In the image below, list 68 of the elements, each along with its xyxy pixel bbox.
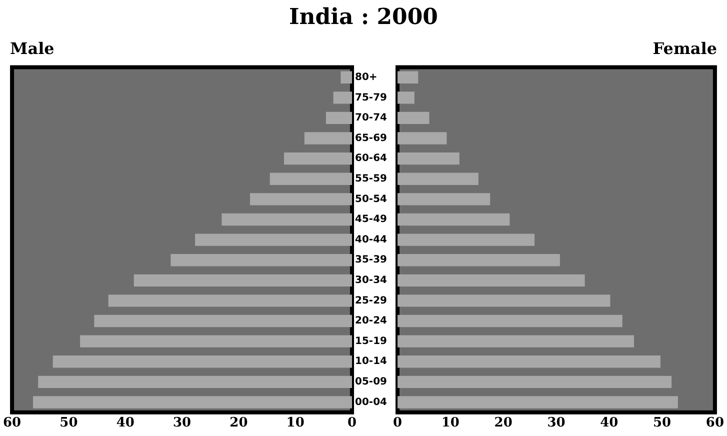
bar bbox=[170, 254, 352, 266]
bar bbox=[398, 294, 610, 307]
bar bbox=[398, 335, 634, 348]
x-tick-label: 10 bbox=[286, 416, 304, 431]
x-tick-label: 0 bbox=[393, 416, 402, 431]
bar bbox=[398, 254, 560, 266]
bar bbox=[398, 112, 430, 124]
bar bbox=[398, 234, 535, 246]
bar bbox=[398, 193, 490, 206]
bar bbox=[195, 234, 352, 246]
bar bbox=[94, 314, 352, 328]
y-tick-label: 10-14 bbox=[355, 356, 388, 368]
y-tick-label: 20-24 bbox=[355, 316, 388, 327]
y-tick-label: 00-04 bbox=[355, 396, 388, 408]
bar bbox=[284, 152, 352, 165]
x-tick-label: 30 bbox=[547, 416, 566, 431]
y-tick-label: 35-39 bbox=[355, 254, 388, 266]
bar bbox=[108, 294, 352, 307]
x-tick-label: 20 bbox=[494, 416, 512, 431]
bar bbox=[270, 172, 352, 185]
x-tick-label: 60 bbox=[706, 416, 724, 431]
bar bbox=[333, 92, 352, 104]
bar bbox=[398, 356, 660, 368]
bar bbox=[398, 314, 622, 328]
bar bbox=[398, 152, 460, 165]
bar bbox=[134, 274, 352, 287]
y-tick-label: 40-44 bbox=[355, 234, 388, 246]
chart-title: India : 2000 bbox=[288, 4, 439, 30]
x-tick-label: 50 bbox=[653, 416, 672, 431]
bar bbox=[398, 274, 585, 287]
bar bbox=[80, 335, 352, 348]
y-tick-label: 55-59 bbox=[355, 173, 388, 184]
y-tick-label: 75-79 bbox=[355, 92, 388, 104]
y-tick-label: 65-69 bbox=[355, 132, 388, 144]
x-tick-label: 30 bbox=[172, 416, 192, 431]
x-tick-label: 40 bbox=[600, 416, 618, 431]
y-tick-label: 70-74 bbox=[355, 112, 388, 124]
y-tick-label: 30-34 bbox=[355, 275, 388, 286]
bar bbox=[250, 193, 352, 206]
bar bbox=[398, 71, 418, 84]
y-tick-label: 05-09 bbox=[355, 376, 388, 388]
x-tick-label: 0 bbox=[347, 416, 357, 431]
bar bbox=[398, 376, 672, 388]
bar bbox=[33, 396, 352, 408]
bar bbox=[52, 356, 352, 368]
y-tick-label: 15-19 bbox=[355, 336, 388, 347]
bar bbox=[222, 213, 352, 226]
x-tick-label: 40 bbox=[116, 416, 134, 431]
bar bbox=[398, 213, 510, 226]
bar bbox=[398, 172, 478, 185]
x-tick-label: 60 bbox=[3, 416, 22, 431]
bar bbox=[340, 71, 352, 84]
y-tick-label: 25-29 bbox=[355, 295, 388, 306]
bar bbox=[398, 92, 414, 104]
bar bbox=[398, 396, 678, 408]
chart-subtitle: Female bbox=[652, 38, 717, 58]
bar bbox=[38, 376, 352, 388]
bar bbox=[304, 132, 352, 144]
bar bbox=[398, 132, 447, 144]
y-tick-label: 80+ bbox=[355, 72, 378, 83]
y-tick-label: 60-64 bbox=[355, 153, 388, 164]
bar bbox=[326, 112, 352, 124]
x-tick-label: 50 bbox=[60, 416, 78, 431]
x-tick-label: 20 bbox=[230, 416, 248, 431]
chart-subtitle: Male bbox=[10, 38, 54, 58]
y-tick-label: 50-54 bbox=[355, 194, 388, 205]
x-tick-label: 10 bbox=[441, 416, 460, 431]
y-tick-label: 45-49 bbox=[355, 214, 388, 226]
